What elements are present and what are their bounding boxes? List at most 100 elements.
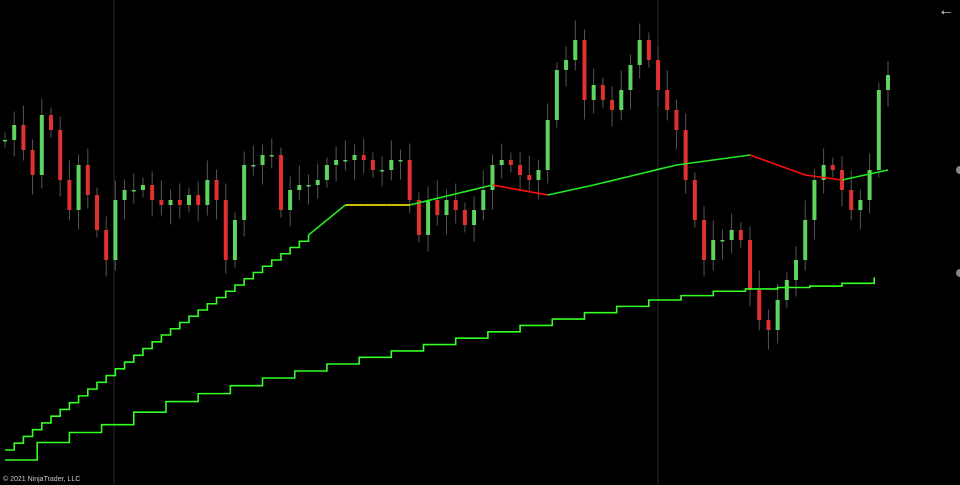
candle-body <box>830 165 835 170</box>
moving-average-segment <box>598 182 604 185</box>
candle-body <box>380 170 385 172</box>
moving-average-segment <box>437 196 443 200</box>
moving-average-segment <box>662 166 668 170</box>
candle-body <box>729 230 734 240</box>
moving-average-segment <box>524 190 530 193</box>
moving-average-segment <box>841 178 847 181</box>
candle-body <box>472 210 477 225</box>
candle-body <box>39 115 44 175</box>
moving-average-segment <box>483 185 489 188</box>
candle-body <box>196 195 201 205</box>
moving-average-segment <box>809 174 815 178</box>
moving-average-segment <box>538 192 544 195</box>
moving-average-segment <box>874 171 879 174</box>
candle-body <box>453 200 458 210</box>
moving-average-segment <box>653 168 659 172</box>
moving-average-segment <box>781 165 788 170</box>
lower-step-line <box>5 277 876 461</box>
candle-body <box>536 170 541 180</box>
candle-body <box>867 170 872 200</box>
moving-average-segment <box>832 177 838 181</box>
moving-average-segment <box>846 177 852 180</box>
candle-body <box>876 90 881 170</box>
moving-average-segment <box>823 176 829 179</box>
moving-average-segment <box>506 186 512 190</box>
moving-average-segment <box>423 199 429 203</box>
candle-body <box>619 90 624 110</box>
candle-body <box>766 320 771 330</box>
candle-body <box>490 165 495 190</box>
moving-average-segment <box>340 204 346 210</box>
moving-average-segment <box>671 164 677 167</box>
candle-body <box>803 220 808 260</box>
candle-body <box>462 210 467 225</box>
candle-body <box>416 200 421 235</box>
moving-average-segment <box>326 215 333 221</box>
candle-body <box>288 190 293 210</box>
moving-average-segment <box>708 159 714 162</box>
candle-body <box>775 300 780 330</box>
price-marker <box>956 166 960 174</box>
moving-average-segment <box>864 173 870 176</box>
moving-average-segment <box>432 197 438 201</box>
moving-average-segment <box>464 189 470 193</box>
moving-average-segment <box>556 191 562 194</box>
moving-average-segment <box>772 162 778 166</box>
moving-average-segment <box>800 172 806 176</box>
candle-body <box>665 90 670 110</box>
candle-body <box>610 100 615 110</box>
moving-average-segment <box>690 161 695 164</box>
candle-body <box>315 180 320 185</box>
moving-average-segment <box>409 203 415 206</box>
candle-body <box>738 230 743 240</box>
candle-body <box>711 240 716 260</box>
moving-average-segment <box>745 154 751 157</box>
moving-average-segment <box>621 176 627 180</box>
candle-body <box>398 160 403 162</box>
moving-average-segment <box>492 184 498 187</box>
moving-average-segment <box>335 208 342 214</box>
candle-body <box>784 280 789 300</box>
moving-average-segment <box>699 160 705 163</box>
arrow-left-icon[interactable]: ← <box>938 2 954 19</box>
moving-average-segment <box>791 169 797 173</box>
candle-body <box>48 115 53 130</box>
moving-average-segment <box>529 190 535 194</box>
candle-body <box>94 195 99 230</box>
moving-average-segment <box>703 159 709 163</box>
candle-body <box>600 85 605 100</box>
moving-average-segment <box>828 177 833 180</box>
moving-average-segment <box>749 154 755 158</box>
moving-average-segment <box>648 169 654 173</box>
moving-average-segment <box>625 175 631 178</box>
candle-body <box>582 40 587 100</box>
candle-body <box>748 240 753 290</box>
moving-average-segment <box>414 202 420 205</box>
candle-body <box>260 155 265 165</box>
moving-average-segment <box>818 176 824 179</box>
moving-average-segment <box>331 211 337 217</box>
moving-average-segment <box>584 185 590 188</box>
candle-body <box>656 60 661 90</box>
candle-body <box>407 160 412 200</box>
candle-body <box>389 160 394 170</box>
candle-body <box>591 85 596 100</box>
candle-body <box>444 200 449 215</box>
moving-average-segment <box>501 185 507 189</box>
candle-body <box>858 200 863 210</box>
moving-average-segment <box>593 183 599 186</box>
moving-average-segment <box>869 172 875 175</box>
moving-average-segment <box>786 167 792 171</box>
candle-body <box>821 165 826 180</box>
candle-body <box>205 180 210 205</box>
moving-average-segment <box>644 170 650 174</box>
candle-body <box>30 150 35 175</box>
moving-average-segment <box>777 164 783 168</box>
candle-body <box>361 155 366 160</box>
moving-average-segment <box>533 191 539 195</box>
upper-step-line <box>5 235 310 451</box>
candle-body <box>702 220 707 260</box>
moving-average-segment <box>634 173 640 176</box>
